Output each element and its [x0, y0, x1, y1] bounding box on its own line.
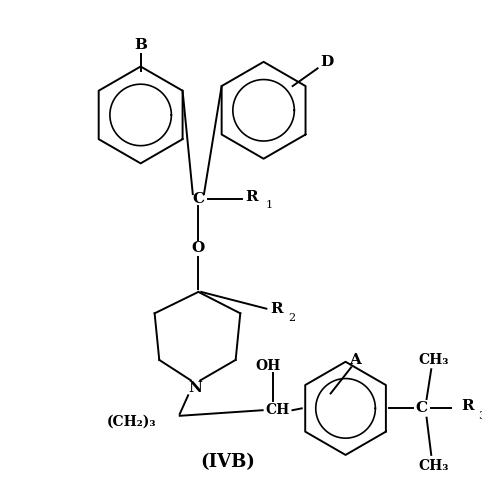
- Text: 3: 3: [478, 411, 482, 421]
- Text: CH₃: CH₃: [418, 459, 448, 473]
- Text: C: C: [416, 402, 428, 415]
- Text: B: B: [134, 38, 147, 52]
- Text: C: C: [192, 192, 204, 206]
- Text: (CH₂)₃: (CH₂)₃: [107, 414, 156, 428]
- Text: 2: 2: [289, 313, 296, 323]
- Text: OH: OH: [255, 358, 281, 372]
- Text: CH₃: CH₃: [418, 353, 448, 367]
- Text: R: R: [270, 302, 283, 316]
- Text: A: A: [349, 353, 361, 367]
- Text: O: O: [192, 241, 205, 255]
- Text: D: D: [321, 55, 334, 69]
- Text: R: R: [461, 400, 474, 413]
- Text: CH: CH: [266, 403, 290, 417]
- Text: (IVB): (IVB): [200, 454, 254, 471]
- Text: 1: 1: [266, 200, 273, 210]
- Text: N: N: [188, 381, 202, 395]
- Text: R: R: [245, 190, 257, 204]
